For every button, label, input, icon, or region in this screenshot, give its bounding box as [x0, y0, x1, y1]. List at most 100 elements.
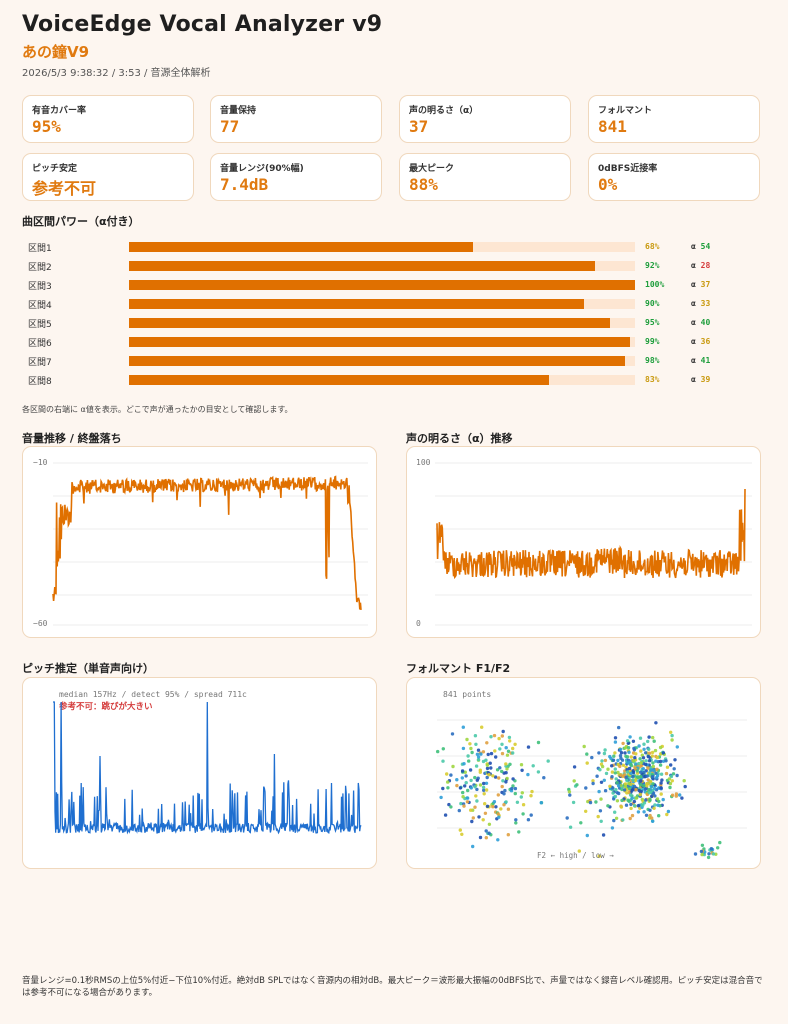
- formant-point: [449, 805, 453, 809]
- formant-point: [482, 792, 486, 796]
- formant-point: [623, 746, 628, 750]
- formant-point: [665, 765, 670, 769]
- formant-point: [647, 791, 652, 795]
- formant-point: [485, 741, 489, 745]
- volume-chart: −10 −60: [22, 446, 377, 638]
- formant-point: [651, 761, 655, 765]
- formant-point: [484, 781, 489, 785]
- formant-point: [610, 764, 614, 768]
- segment-power-bar: [129, 299, 585, 309]
- metric-card-max-peak: 最大ピーク 88%: [399, 153, 571, 201]
- segment-label: 区間6: [28, 339, 52, 349]
- segment-label: 区間5: [28, 320, 52, 330]
- formant-point: [648, 797, 652, 802]
- metric-label: 最大ピーク: [409, 164, 455, 174]
- formant-point: [640, 753, 644, 757]
- formant-point: [619, 805, 624, 809]
- formant-point: [661, 751, 666, 755]
- formant-point: [651, 775, 655, 779]
- formant-point: [468, 742, 472, 746]
- formant-point: [601, 833, 606, 837]
- formant-point: [478, 768, 482, 772]
- formant-point: [639, 774, 643, 779]
- formant-point: [603, 758, 608, 763]
- formant-point: [616, 758, 620, 763]
- formant-point: [658, 759, 663, 764]
- segment-power-bar: [129, 318, 610, 328]
- formant-point: [644, 751, 648, 755]
- formant-point: [653, 748, 658, 753]
- formant-point: [473, 775, 477, 780]
- formant-point: [652, 769, 656, 773]
- formant-point: [700, 852, 704, 857]
- metric-card-voiced-coverage: 有音カバー率 95%: [22, 95, 194, 143]
- formant-point: [645, 774, 649, 778]
- segment-row: 区間7 98% α 41: [0, 352, 788, 371]
- formant-point: [461, 725, 465, 729]
- formant-point: [671, 772, 676, 776]
- formant-point: [618, 754, 623, 758]
- formant-point: [455, 783, 459, 788]
- formant-point: [519, 763, 524, 767]
- metric-label: ピッチ安定: [32, 164, 78, 174]
- formant-point: [443, 813, 448, 817]
- formant-point: [618, 747, 623, 752]
- formant-point: [670, 779, 674, 783]
- formant-point: [680, 796, 684, 800]
- formant-point: [602, 778, 606, 782]
- formant-point: [629, 755, 633, 759]
- segment-alpha: α 54: [691, 242, 710, 251]
- formant-point: [572, 765, 577, 769]
- formant-point: [621, 763, 626, 767]
- formant-point: [716, 846, 720, 850]
- formant-point: [642, 747, 646, 751]
- formant-point: [654, 759, 658, 763]
- segment-alpha: α 41: [691, 356, 710, 365]
- formant-point: [649, 768, 653, 772]
- formant-point: [475, 787, 479, 792]
- formant-point: [700, 843, 705, 847]
- formant-point: [474, 794, 478, 798]
- volume-chart-title: 音量推移 / 終盤落ち: [22, 432, 122, 445]
- alpha-value: 39: [700, 375, 711, 384]
- metric-card-volume-range: 音量レンジ(90%幅) 7.4dB: [210, 153, 382, 201]
- formant-point: [462, 804, 466, 808]
- formant-point: [628, 793, 633, 797]
- metric-value: 88%: [409, 175, 438, 194]
- formant-point: [646, 754, 650, 759]
- formant-point: [638, 792, 643, 797]
- formant-point: [458, 786, 463, 790]
- formant-point: [641, 767, 645, 771]
- formant-point: [497, 736, 501, 741]
- formant-point: [594, 800, 598, 804]
- formant-point: [608, 754, 612, 759]
- formant-point: [585, 833, 589, 838]
- formant-point: [643, 787, 648, 791]
- formant-point: [659, 781, 663, 785]
- pitch-chart-title: ピッチ推定（単音声向け）: [22, 662, 154, 675]
- metric-value: 841: [598, 117, 627, 136]
- formant-point: [508, 739, 512, 743]
- formant-point: [500, 734, 504, 738]
- formant-point: [639, 749, 643, 753]
- segment-power-pct: 68%: [645, 242, 660, 251]
- formant-point: [630, 796, 634, 800]
- formant-point: [599, 780, 604, 784]
- formant-point: [519, 795, 523, 799]
- formant-point: [590, 755, 594, 760]
- formant-point: [446, 780, 450, 784]
- formant-point: [461, 746, 466, 751]
- formant-point: [520, 791, 524, 795]
- formant-axis-hint: F2 ← high / low →: [537, 851, 614, 860]
- formant-point: [668, 785, 672, 790]
- formant-point: [628, 816, 632, 821]
- formant-point: [510, 786, 514, 791]
- formant-point: [504, 762, 508, 766]
- formant-point: [465, 737, 469, 742]
- formant-point: [651, 782, 655, 786]
- formant-point: [650, 816, 654, 820]
- formant-point: [480, 725, 484, 729]
- formant-point: [591, 779, 595, 783]
- segment-power-track: [129, 356, 635, 366]
- metric-label: フォルマント: [598, 106, 653, 116]
